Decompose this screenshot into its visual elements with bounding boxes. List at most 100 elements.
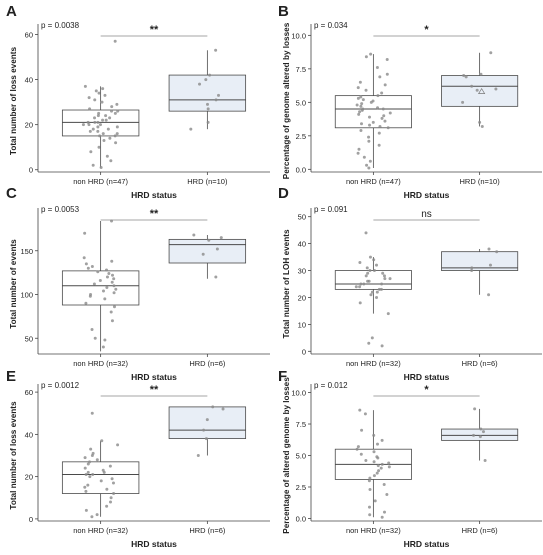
data-point: [366, 271, 370, 275]
data-point: [380, 438, 384, 442]
y-tick-label: 60: [25, 388, 33, 397]
data-point: [90, 328, 94, 331]
data-point: [86, 470, 90, 474]
data-point: [367, 505, 371, 509]
data-point: [90, 454, 94, 457]
data-point: [381, 107, 385, 111]
data-point: [90, 411, 94, 415]
data-point: [110, 105, 114, 109]
y-tick-label: 30: [298, 267, 306, 276]
data-point: [83, 466, 87, 470]
y-tick-label: 20: [25, 121, 33, 130]
data-point: [94, 89, 98, 93]
data-point: [356, 151, 360, 155]
data-point: [206, 120, 210, 124]
data-point: [377, 287, 381, 291]
data-point: [380, 515, 384, 519]
significance-label: *: [424, 24, 429, 36]
y-tick-label: 10: [298, 320, 306, 329]
data-point: [380, 116, 384, 120]
data-point: [87, 123, 91, 127]
y-axis-label: Total number of LOH events: [282, 229, 291, 338]
x-axis-label: HRD status: [404, 539, 450, 549]
data-point: [371, 120, 375, 124]
data-point: [368, 476, 372, 480]
data-point: [386, 312, 390, 316]
data-point: [381, 271, 385, 275]
data-point: [109, 496, 113, 500]
y-axis-label: Percentage of altered genome by losses: [282, 377, 291, 534]
data-point: [383, 119, 387, 123]
y-tick-label: 60: [25, 31, 33, 40]
data-point: [102, 470, 106, 474]
data-point: [370, 336, 374, 340]
data-point: [368, 159, 372, 163]
data-point: [382, 114, 386, 118]
data-point: [377, 131, 381, 135]
data-point: [108, 136, 112, 140]
data-point: [97, 91, 101, 95]
data-point: [99, 479, 103, 483]
data-point: [101, 87, 105, 91]
data-point: [99, 165, 103, 169]
data-point: [364, 274, 368, 278]
y-axis-label: Total number of events: [9, 239, 18, 329]
data-point: [207, 238, 211, 242]
panel-d: D 0 10 20 30 40 50 Total number of LOH events no…: [278, 185, 542, 382]
data-point: [364, 459, 368, 463]
y-tick-label: 50: [25, 334, 33, 343]
box: [441, 428, 519, 441]
y-tick-label: 5.0: [296, 98, 306, 107]
data-point: [112, 492, 116, 496]
box: [441, 251, 519, 271]
x-axis-label: HRD status: [131, 372, 177, 382]
data-point: [114, 287, 118, 291]
data-point: [115, 125, 119, 129]
data-point: [83, 84, 87, 88]
data-point: [362, 155, 366, 159]
data-point: [113, 111, 117, 115]
data-point: [103, 338, 107, 342]
data-point: [115, 102, 119, 106]
data-point: [369, 52, 373, 56]
data-point: [378, 75, 382, 79]
data-point: [95, 458, 99, 462]
x-tick-label: non HRD (n=47): [73, 177, 128, 186]
data-point: [359, 452, 363, 456]
y-tick-label: 2.5: [296, 132, 306, 141]
data-point: [105, 286, 109, 289]
y-tick-label: 100: [20, 291, 33, 300]
panel-letter: C: [6, 185, 17, 202]
data-point: [86, 462, 90, 466]
box: [61, 270, 140, 306]
y-tick-label: 0.0: [296, 165, 306, 174]
data-point: [93, 116, 97, 120]
data-point: [494, 87, 498, 91]
panel-e: E 0 20 40 60 Total number of loss events non H…: [6, 368, 270, 549]
data-point: [112, 305, 116, 309]
data-point: [95, 513, 99, 517]
data-point: [83, 456, 87, 460]
data-point: [365, 266, 369, 270]
data-point: [388, 111, 392, 115]
y-tick-label: 5.0: [296, 452, 306, 461]
data-point: [101, 289, 105, 293]
data-point: [360, 428, 364, 432]
panel-letter: A: [6, 3, 17, 20]
box: [61, 461, 140, 494]
data-point: [111, 481, 115, 485]
data-point: [221, 407, 225, 411]
data-point: [366, 279, 370, 283]
y-tick-label: 40: [25, 430, 33, 439]
data-point: [208, 73, 212, 77]
y-tick-label: 2.5: [296, 483, 306, 492]
data-point: [380, 91, 384, 95]
data-point: [219, 236, 223, 240]
data-point: [88, 129, 92, 133]
box: [168, 238, 247, 264]
y-tick-label: 7.5: [296, 420, 306, 429]
